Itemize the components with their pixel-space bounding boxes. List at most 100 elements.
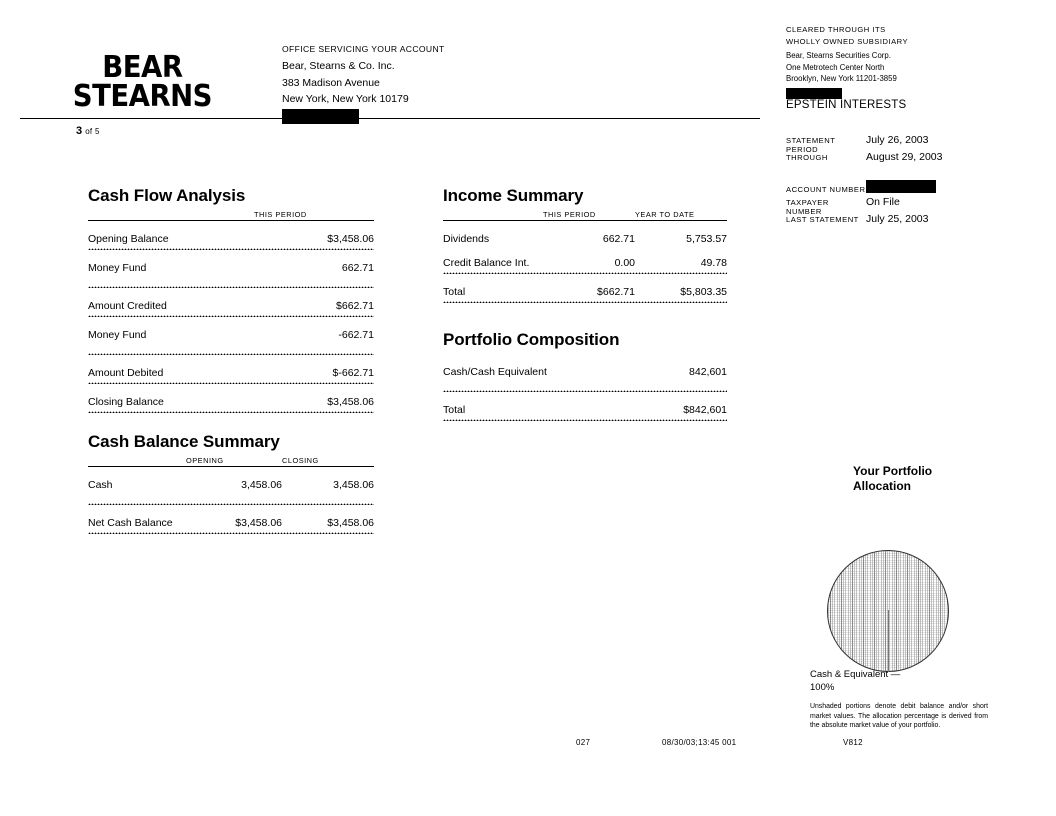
row-spacer <box>443 378 727 387</box>
cash-flow-header-rule <box>88 219 374 221</box>
redaction-bar-account-number <box>866 180 936 193</box>
logo-line-1: BEAR <box>102 50 183 85</box>
cash-flow-value-amount-credited: $662.71 <box>336 300 374 312</box>
table-row: Amount Debited $-662.71 <box>88 355 374 379</box>
cash-balance-closing-net: $3,458.06 <box>327 517 374 529</box>
office-line-2: 383 Madison Avenue <box>282 76 380 89</box>
dotted-leader <box>88 500 374 505</box>
subsidiary-line-1: Bear, Stearns Securities Corp. <box>786 51 891 60</box>
cash-balance-col-blank <box>88 456 186 465</box>
table-row: Net Cash Balance $3,458.06 $3,458.06 <box>88 505 374 529</box>
income-ytd-credit-balance-int: 49.78 <box>700 257 727 269</box>
subsidiary-address-block: Bear, Stearns Securities Corp. One Metro… <box>786 50 1016 99</box>
income-header-rule <box>443 219 727 221</box>
dotted-leader <box>443 387 727 392</box>
meta-value-taxpayer-number: On File <box>866 196 900 208</box>
meta-label-last-statement: LAST STATEMENT <box>786 215 859 224</box>
meta-row-last-statement: LAST STATEMENT July 25, 2003 <box>786 213 1026 230</box>
cash-flow-table: THIS PERIOD Opening Balance $3,458.06 Mo… <box>88 210 374 413</box>
cash-balance-opening-cash: 3,458.06 <box>241 479 282 491</box>
table-row: Closing Balance $3,458.06 <box>88 384 374 408</box>
cleared-through-note: CLEARED THROUGH ITS WHOLLY OWNED SUBSIDI… <box>786 24 1016 47</box>
footer-code-left: 027 <box>576 738 591 747</box>
dotted-leader <box>88 283 374 288</box>
dotted-leader <box>88 245 374 250</box>
meta-label-taxpayer-number: TAXPAYER NUMBER <box>786 198 829 216</box>
section-cash-flow-analysis: Cash Flow Analysis THIS PERIOD Opening B… <box>88 186 374 413</box>
section-income-summary: Income Summary THIS PERIOD YEAR TO DATE … <box>443 186 727 303</box>
office-heading: OFFICE SERVICING YOUR ACCOUNT <box>282 44 445 54</box>
portfolio-allocation-title: Your Portfolio Allocation <box>853 464 983 494</box>
account-holder-name: EPSTEIN INTERESTS <box>786 99 907 111</box>
allocation-disclaimer: Unshaded portions denote debit balance a… <box>810 703 988 729</box>
meta-label-through: THROUGH <box>786 153 828 162</box>
cash-balance-col-closing: CLOSING <box>282 456 319 465</box>
table-row: Money Fund -662.71 <box>88 317 374 341</box>
cash-balance-table: OPENING CLOSING Cash 3,458.06 3,458.06 N… <box>88 456 374 534</box>
page-number-of: of 5 <box>85 127 100 136</box>
cash-flow-label-money-fund-credit: Money Fund <box>88 262 147 274</box>
table-row: Cash/Cash Equivalent 842,601 <box>443 354 727 378</box>
cash-flow-header-row: THIS PERIOD <box>88 210 374 219</box>
income-summary-table: THIS PERIOD YEAR TO DATE Dividends 662.7… <box>443 210 727 303</box>
income-col-year-to-date: YEAR TO DATE <box>635 210 695 219</box>
office-line-3: New York, New York 10179 <box>282 93 409 106</box>
cleared-line-2: WHOLLY OWNED SUBSIDIARY <box>786 36 909 46</box>
table-row: Opening Balance $3,458.06 <box>88 221 374 245</box>
redaction-bar-office <box>282 109 359 125</box>
income-ytd-total: $5,803.35 <box>680 286 727 298</box>
portfolio-label-total: Total <box>443 404 466 416</box>
portfolio-value-total: $842,601 <box>683 404 727 416</box>
income-col-this-period: THIS PERIOD <box>543 210 596 219</box>
footer-code-right: V812 <box>843 738 863 747</box>
cash-flow-value-amount-debited: $-662.71 <box>332 367 374 379</box>
meta-value-last-statement: July 25, 2003 <box>866 213 929 225</box>
income-ytd-dividends: 5,753.57 <box>686 233 727 245</box>
office-servicing-block: OFFICE SERVICING YOUR ACCOUNT Bear, Stea… <box>282 41 512 125</box>
pie-label-category: Cash & Equivalent — <box>810 669 901 680</box>
page-number: 3 of 5 <box>76 125 100 137</box>
income-label-credit-balance-int: Credit Balance Int. <box>443 257 530 269</box>
income-label-total: Total <box>443 286 466 298</box>
footer-code-center: 08/30/03;13:45 001 <box>662 738 737 747</box>
income-this-period-total: $662.71 <box>597 286 635 298</box>
section-cash-balance-summary: Cash Balance Summary OPENING CLOSING Cas… <box>88 432 374 534</box>
row-spacer <box>88 341 374 350</box>
dotted-leader <box>88 379 374 384</box>
cash-flow-label-opening-balance: Opening Balance <box>88 233 169 245</box>
allocation-title-line-1: Your Portfolio <box>853 464 933 478</box>
cash-flow-value-opening-balance: $3,458.06 <box>327 233 374 245</box>
cash-balance-col-opening: OPENING <box>186 456 224 465</box>
bear-stearns-logo: BEAR STEARNS <box>72 50 276 114</box>
table-row: Cash 3,458.06 3,458.06 <box>88 467 374 491</box>
cash-balance-opening-net: $3,458.06 <box>235 517 282 529</box>
cash-flow-value-closing-balance: $3,458.06 <box>327 396 374 408</box>
portfolio-composition-table: Cash/Cash Equivalent 842,601 Total $842,… <box>443 354 727 421</box>
dotted-leader <box>88 529 374 534</box>
income-this-period-dividends: 662.71 <box>602 233 635 245</box>
page-footer: 027 08/30/03;13:45 001 V812 <box>0 738 1056 752</box>
income-label-dividends: Dividends <box>443 233 490 245</box>
cash-flow-label-closing-balance: Closing Balance <box>88 396 164 408</box>
section-portfolio-composition: Portfolio Composition Cash/Cash Equivale… <box>443 330 727 421</box>
meta-value-statement-period: July 26, 2003 <box>866 134 929 146</box>
table-row: Money Fund 662.71 <box>88 250 374 274</box>
cash-flow-col-blank <box>88 210 254 219</box>
pie-leader-line <box>888 610 889 672</box>
statement-meta-block: STATEMENT PERIOD July 26, 2003 THROUGH A… <box>786 134 1026 230</box>
subsidiary-line-3: Brooklyn, New York 11201-3859 <box>786 74 897 83</box>
meta-row-statement-period: STATEMENT PERIOD July 26, 2003 <box>786 134 1026 154</box>
income-this-period-credit-balance-int: 0.00 <box>614 257 635 269</box>
cash-balance-header-rule <box>88 465 374 467</box>
cash-flow-title: Cash Flow Analysis <box>88 186 246 205</box>
dotted-leader <box>443 298 727 303</box>
cash-balance-label-cash: Cash <box>88 479 113 491</box>
meta-label-statement-period: STATEMENT PERIOD <box>786 136 836 154</box>
logo-line-2: STEARNS <box>72 78 213 114</box>
portfolio-composition-title: Portfolio Composition <box>443 330 620 349</box>
page-number-value: 3 <box>76 125 83 137</box>
cleared-line-1: CLEARED THROUGH ITS <box>786 25 886 34</box>
portfolio-label-cash-equivalent: Cash/Cash Equivalent <box>443 366 547 378</box>
income-col-blank <box>443 210 543 219</box>
